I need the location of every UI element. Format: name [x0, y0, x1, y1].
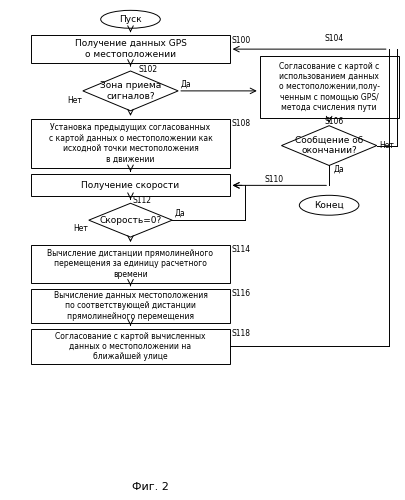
Polygon shape [89, 204, 172, 237]
FancyBboxPatch shape [31, 289, 230, 322]
Text: Получение данных GPS
о местоположении: Получение данных GPS о местоположении [75, 40, 186, 59]
Text: S100: S100 [232, 36, 251, 44]
Text: Вычисление данных местоположения
по соответствующей дистанции
прямолинейного пер: Вычисление данных местоположения по соот… [53, 291, 207, 320]
Text: Сообщение об
окончании?: Сообщение об окончании? [295, 136, 363, 156]
Text: Согласование с картой с
использованием данных
о местоположении,полу-
ченным с по: Согласование с картой с использованием д… [279, 62, 379, 112]
Ellipse shape [101, 10, 160, 28]
Text: Нет: Нет [73, 224, 88, 232]
Text: S102: S102 [139, 64, 158, 74]
Ellipse shape [299, 196, 359, 215]
Text: Установка предыдущих согласованных
с картой данных о местоположении как
исходной: Установка предыдущих согласованных с кар… [49, 124, 213, 164]
Text: Да: Да [334, 165, 345, 174]
Text: Согласование с картой вычисленных
данных о местоположении на
ближайшей улице: Согласование с картой вычисленных данных… [55, 332, 206, 362]
Text: S116: S116 [232, 290, 251, 298]
Text: S114: S114 [232, 246, 251, 254]
Text: Нет: Нет [379, 141, 394, 150]
Text: S112: S112 [132, 196, 151, 205]
Text: Вычисление дистанции прямолинейного
перемещения за единицу расчетного
времени: Вычисление дистанции прямолинейного пере… [47, 249, 213, 279]
Text: S110: S110 [264, 175, 284, 184]
Text: Пуск: Пуск [119, 15, 142, 24]
Polygon shape [281, 126, 377, 166]
Text: S106: S106 [324, 117, 343, 126]
FancyBboxPatch shape [31, 328, 230, 364]
Text: Да: Да [174, 208, 185, 218]
FancyBboxPatch shape [31, 174, 230, 197]
Polygon shape [83, 71, 178, 111]
FancyBboxPatch shape [31, 245, 230, 283]
Text: Скорость=0?: Скорость=0? [99, 216, 162, 224]
Text: Фиг. 2: Фиг. 2 [132, 482, 169, 492]
Text: Зона приема
сигналов?: Зона приема сигналов? [100, 81, 161, 100]
Text: S104: S104 [324, 34, 343, 42]
Text: S108: S108 [232, 119, 251, 128]
FancyBboxPatch shape [31, 35, 230, 63]
Text: Конец: Конец [314, 200, 344, 210]
Text: Получение скорости: Получение скорости [81, 181, 179, 190]
Text: Да: Да [180, 80, 191, 88]
FancyBboxPatch shape [260, 56, 399, 118]
FancyBboxPatch shape [31, 118, 230, 168]
Text: S118: S118 [232, 329, 251, 338]
Text: Нет: Нет [67, 96, 82, 106]
